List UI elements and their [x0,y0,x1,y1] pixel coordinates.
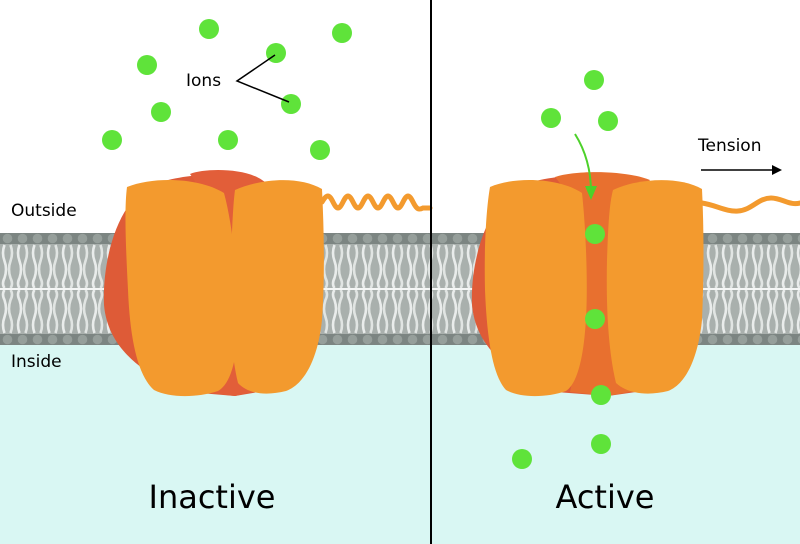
ion [218,130,238,150]
relaxed-tether [319,193,433,212]
ion [281,94,301,114]
ion [541,108,561,128]
ions-active [512,70,618,469]
ion [151,102,171,122]
ion [199,19,219,39]
channel-subunit-right [606,180,704,394]
ion [310,140,330,160]
active-title: Active [555,478,655,516]
ion-flow-arrowhead [585,186,597,200]
ion [137,55,157,75]
tension-arrowhead [772,165,782,175]
inactive-title: Inactive [148,478,276,516]
stretched-tether [699,195,800,214]
ion [585,224,605,244]
ions-label: Ions [186,71,222,91]
channel-subunit-left [484,180,587,397]
ion [598,111,618,131]
ion [591,385,611,405]
ion [585,309,605,329]
ion [512,449,532,469]
channel-subunit-left [125,180,238,397]
inside-label: Inside [11,352,62,372]
ions-inactive [102,19,352,160]
channel-subunit-right [230,180,324,394]
ion [332,23,352,43]
outside-label: Outside [11,201,77,221]
tension-label: Tension [698,136,762,156]
active-channel [471,172,704,397]
inactive-channel [103,170,324,397]
ion [102,130,122,150]
ion [584,70,604,90]
ions-pointer [235,54,290,103]
ion [591,434,611,454]
